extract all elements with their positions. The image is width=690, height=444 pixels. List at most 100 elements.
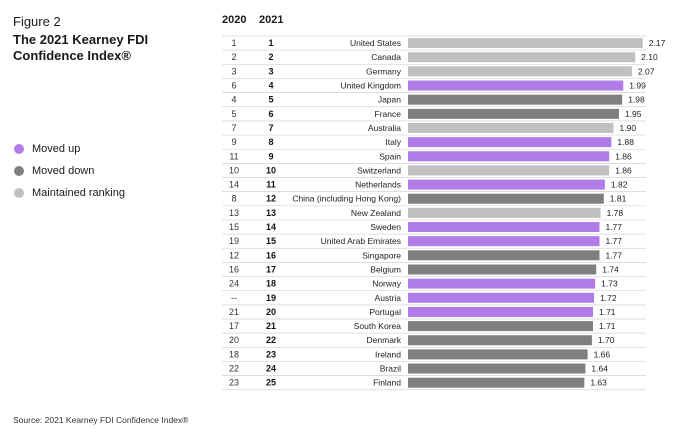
value-label: 1.98: [628, 95, 645, 105]
country-label: China (including Hong Kong): [292, 194, 401, 204]
rank-2020: 24: [229, 279, 239, 289]
rank-2020: --: [231, 293, 237, 303]
rank-2020: 3: [231, 66, 236, 76]
rank-2021: 21: [266, 321, 276, 331]
rank-2021: 8: [268, 137, 273, 147]
rank-2021: 2: [268, 52, 273, 62]
country-label: Australia: [368, 123, 401, 133]
rank-2021: 15: [266, 236, 276, 246]
rank-2021: 3: [268, 66, 273, 76]
country-label: Japan: [378, 95, 401, 105]
country-label: Switzerland: [357, 165, 401, 175]
data-bar: [408, 108, 619, 119]
country-label: Canada: [371, 52, 401, 62]
country-label: France: [375, 109, 402, 119]
value-label: 1.81: [610, 194, 627, 204]
rank-2020: 22: [229, 364, 239, 374]
data-bar: [408, 137, 612, 148]
rank-2020: 6: [231, 81, 236, 91]
rank-2021: 17: [266, 264, 276, 274]
data-bar: [408, 179, 605, 190]
country-label: New Zealand: [351, 208, 401, 218]
legend-swatch-up: [14, 144, 24, 154]
data-bar: [408, 66, 632, 77]
rank-2021: 11: [266, 180, 276, 190]
rank-2021: 18: [266, 279, 276, 289]
country-label: Denmark: [367, 335, 402, 345]
rank-2021: 9: [268, 151, 273, 161]
value-label: 1.66: [594, 349, 611, 359]
data-bar: [408, 38, 643, 49]
country-label: United Kingdom: [341, 81, 401, 91]
rank-2021: 24: [266, 364, 276, 374]
data-bar: [408, 165, 610, 176]
rank-2020: 14: [229, 180, 239, 190]
source-note: Source: 2021 Kearney FDI Confidence Inde…: [13, 415, 189, 425]
country-label: Sweden: [370, 222, 401, 232]
value-label: 1.88: [617, 137, 634, 147]
legend-item-maintained: Maintained ranking: [14, 182, 125, 204]
rank-2020: 20: [229, 335, 239, 345]
legend-item-moved-down: Moved down: [14, 160, 125, 182]
rank-2020: 17: [229, 321, 239, 331]
rank-2020: 15: [229, 222, 239, 232]
value-label: 1.77: [605, 222, 622, 232]
data-bar: [408, 264, 597, 275]
value-label: 1.86: [615, 151, 632, 161]
data-bar: [408, 349, 588, 360]
rank-2021: 10: [266, 165, 276, 175]
rank-2020: 10: [229, 165, 239, 175]
legend-swatch-down: [14, 166, 24, 176]
value-label: 1.71: [599, 307, 616, 317]
value-label: 1.63: [590, 378, 607, 388]
country-label: Belgium: [370, 264, 401, 274]
chart-title: The 2021 Kearney FDI Confidence Index®: [13, 32, 149, 63]
value-label: 2.17: [649, 38, 666, 48]
data-bar: [408, 335, 592, 346]
rank-2021: 23: [266, 349, 276, 359]
rank-2020: 5: [231, 109, 236, 119]
rank-2020: 2: [231, 52, 236, 62]
rank-2021: 14: [266, 222, 276, 232]
rank-2021: 6: [268, 109, 273, 119]
rank-2020: 7: [231, 123, 236, 133]
rank-2020: 1: [231, 38, 236, 48]
data-bar: [408, 250, 600, 261]
value-label: 1.71: [599, 321, 616, 331]
value-label: 1.86: [615, 165, 632, 175]
data-bar: [408, 377, 585, 388]
value-label: 1.77: [605, 236, 622, 246]
data-bar: [408, 151, 610, 162]
data-bar: [408, 278, 596, 289]
rank-2020: 18: [229, 349, 239, 359]
rank-2021: 7: [268, 123, 273, 133]
rank-2020: 8: [231, 194, 236, 204]
country-label: Austria: [375, 293, 402, 303]
legend: Moved up Moved down Maintained ranking: [14, 138, 125, 204]
country-label: Germany: [366, 66, 402, 76]
legend-label: Maintained ranking: [32, 187, 125, 199]
value-label: 1.95: [625, 109, 642, 119]
data-bar: [408, 193, 604, 204]
rank-2021: 20: [266, 307, 276, 317]
value-label: 1.70: [598, 335, 615, 345]
data-bar: [408, 122, 614, 133]
country-label: Singapore: [362, 250, 401, 260]
country-label: Spain: [379, 151, 401, 161]
value-label: 1.73: [601, 279, 618, 289]
data-bar: [408, 52, 636, 63]
rank-2020: 9: [231, 137, 236, 147]
country-label: Norway: [372, 279, 402, 289]
legend-swatch-same: [14, 188, 24, 198]
rank-2020: 19: [229, 236, 239, 246]
column-header-2021: 2021: [259, 14, 284, 26]
data-bar: [408, 94, 623, 105]
value-label: 1.74: [602, 264, 619, 274]
data-bar: [408, 306, 593, 317]
rank-2021: 22: [266, 335, 276, 345]
country-label: South Korea: [354, 321, 402, 331]
value-label: 1.99: [629, 81, 646, 91]
value-label: 1.64: [591, 364, 608, 374]
data-bar: [408, 363, 586, 374]
